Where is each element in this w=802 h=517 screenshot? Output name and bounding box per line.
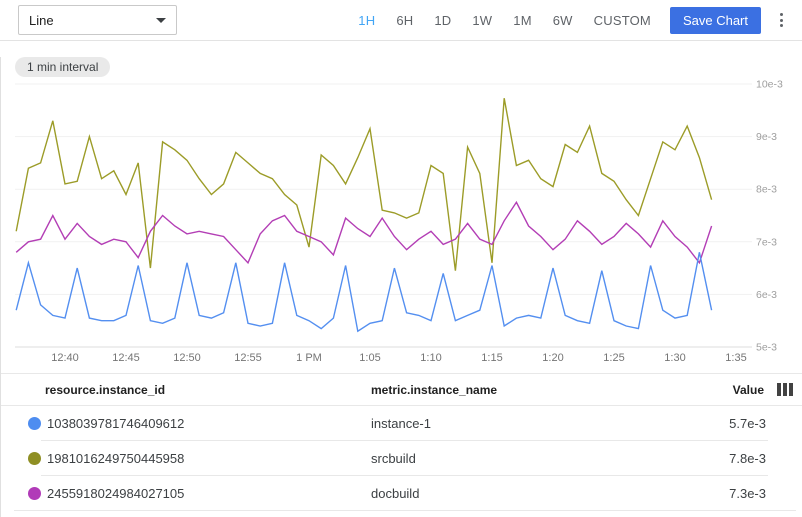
cell-value: 7.8e-3 bbox=[729, 450, 766, 466]
interval-badge: 1 min interval bbox=[15, 57, 111, 77]
x-axis-label: 1:20 bbox=[542, 352, 563, 364]
series-line-instance-1 bbox=[15, 252, 713, 333]
row-divider bbox=[41, 440, 768, 441]
chart-type-select[interactable]: Line bbox=[18, 5, 177, 35]
cell-instance-name: instance-1 bbox=[371, 415, 431, 431]
time-range-1m[interactable]: 1M bbox=[504, 7, 540, 34]
table-row[interactable]: 1981016249750445958 srcbuild 7.8e-3 bbox=[1, 441, 802, 475]
cell-instance-id: 1981016249750445958 bbox=[47, 450, 185, 466]
x-axis-label: 1:10 bbox=[420, 352, 441, 364]
x-axis-label: 1:25 bbox=[603, 352, 624, 364]
time-range-1w[interactable]: 1W bbox=[463, 7, 501, 34]
time-range-1d[interactable]: 1D bbox=[425, 7, 460, 34]
series-line-docbuild bbox=[15, 200, 713, 265]
x-axis-label: 1:05 bbox=[359, 352, 380, 364]
chart-card: 1 min interval 10e-3 9e-3 8e-3 7e-3 6e-3 5e-3… bbox=[0, 57, 802, 517]
y-axis-label: 5e-3 bbox=[756, 342, 777, 354]
cell-instance-id: 1038039781746409612 bbox=[47, 415, 185, 431]
series-color-dot bbox=[28, 486, 41, 500]
series-color-dot bbox=[28, 451, 41, 465]
y-axis-label: 9e-3 bbox=[756, 131, 777, 143]
x-axis-label: 12:40 bbox=[51, 352, 79, 364]
chip-row: 1 min interval bbox=[15, 57, 802, 77]
column-header-instance-id: resource.instance_id bbox=[45, 382, 166, 397]
y-axis-label: 6e-3 bbox=[756, 289, 777, 301]
series-line-srcbuild bbox=[15, 98, 713, 271]
column-header-instance-name: metric.instance_name bbox=[371, 382, 498, 397]
time-range-6h[interactable]: 6H bbox=[387, 7, 422, 34]
series-color-dot bbox=[28, 416, 41, 430]
cell-value: 5.7e-3 bbox=[729, 415, 766, 431]
cell-value: 7.3e-3 bbox=[729, 485, 766, 501]
chart-type-value: Line bbox=[29, 12, 54, 28]
x-axis-label: 1 PM bbox=[296, 352, 322, 364]
x-axis-label: 12:55 bbox=[234, 352, 262, 364]
time-range-group: 1H 6H 1D 1W 1M 6W CUSTOM bbox=[349, 7, 660, 34]
toolbar: Line 1H 6H 1D 1W 1M 6W CUSTOM Save Chart bbox=[0, 0, 802, 41]
x-axis-label: 1:15 bbox=[481, 352, 502, 364]
more-options-icon[interactable] bbox=[775, 8, 788, 33]
row-divider bbox=[14, 510, 796, 511]
line-chart-area[interactable]: 10e-3 9e-3 8e-3 7e-3 6e-3 5e-3 12:40 12:45 12:50… bbox=[1, 77, 802, 373]
column-header-value: Value bbox=[732, 382, 764, 397]
x-axis-label: 1:35 bbox=[725, 352, 746, 364]
columns-icon[interactable] bbox=[776, 382, 794, 397]
x-axis-label: 1:30 bbox=[664, 352, 685, 364]
save-chart-button[interactable]: Save Chart bbox=[669, 6, 761, 34]
time-range-6w[interactable]: 6W bbox=[544, 7, 582, 34]
table-row[interactable]: 2455918024984027105 docbuild 7.3e-3 bbox=[1, 476, 802, 510]
table-row[interactable]: 1038039781746409612 instance-1 5.7e-3 bbox=[1, 406, 802, 440]
cell-instance-name: docbuild bbox=[371, 485, 420, 501]
y-axis-label: 7e-3 bbox=[756, 236, 777, 248]
x-axis-label: 12:50 bbox=[173, 352, 201, 364]
table-body: 1038039781746409612 instance-1 5.7e-3 19810… bbox=[1, 406, 802, 511]
line-chart-svg: 10e-3 9e-3 8e-3 7e-3 6e-3 5e-3 12:40 12:45 12:50… bbox=[15, 79, 783, 364]
legend-table: resource.instance_id metric.instance_nam… bbox=[1, 373, 802, 511]
y-axis-label: 8e-3 bbox=[756, 184, 777, 196]
row-divider bbox=[41, 475, 768, 476]
table-header-row: resource.instance_id metric.instance_nam… bbox=[1, 374, 802, 406]
chevron-down-icon bbox=[156, 17, 166, 23]
cell-instance-name: srcbuild bbox=[371, 450, 416, 466]
time-range-custom[interactable]: CUSTOM bbox=[585, 7, 660, 34]
y-axis-label: 10e-3 bbox=[756, 79, 783, 91]
cell-instance-id: 2455918024984027105 bbox=[47, 485, 185, 501]
time-range-1h[interactable]: 1H bbox=[349, 7, 384, 34]
x-axis-label: 12:45 bbox=[112, 352, 140, 364]
